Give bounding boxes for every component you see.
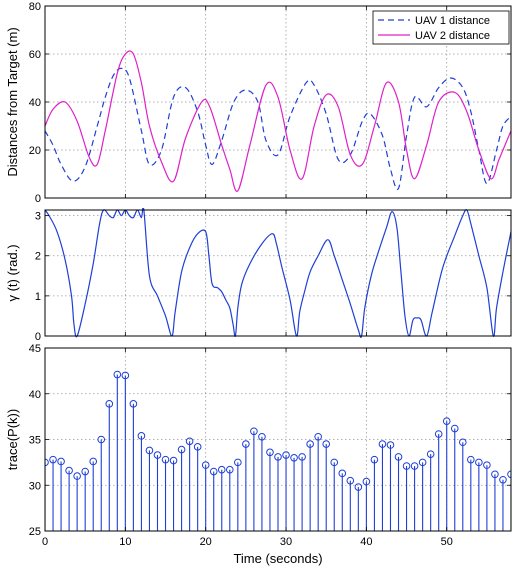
stem-marker bbox=[298, 453, 306, 461]
stem-marker bbox=[370, 455, 379, 464]
stem-marker bbox=[129, 400, 138, 408]
y-tick-label: 20 bbox=[29, 145, 41, 157]
stem-marker bbox=[338, 469, 347, 478]
series-group bbox=[45, 208, 511, 338]
x-tick-label: 20 bbox=[200, 536, 212, 548]
series-group bbox=[45, 50, 511, 192]
stem-marker bbox=[49, 455, 57, 464]
stem-marker bbox=[242, 440, 250, 448]
y-tick-label: 30 bbox=[29, 480, 41, 492]
stem-marker bbox=[362, 477, 371, 486]
stem-marker bbox=[394, 453, 403, 461]
stem-marker bbox=[410, 462, 419, 470]
stem-marker bbox=[57, 457, 65, 466]
stem-marker bbox=[314, 432, 322, 441]
stem-marker bbox=[250, 427, 258, 436]
y-tick-label: 0 bbox=[35, 193, 41, 205]
stem-marker bbox=[467, 455, 475, 464]
stem-marker bbox=[475, 458, 483, 467]
x-axis-label: Time (seconds) bbox=[233, 551, 322, 566]
y-tick-label: 2 bbox=[35, 251, 41, 263]
stem-marker bbox=[458, 438, 467, 447]
distance-panel: 0 20 40 60 80 Distances from Target (m) UAV 1 … bbox=[5, 1, 512, 205]
stem-marker bbox=[225, 465, 234, 474]
y-tick-label: 40 bbox=[29, 97, 41, 109]
y-tick-label: 3 bbox=[35, 211, 41, 223]
legend-box bbox=[372, 10, 510, 45]
stem-marker bbox=[177, 445, 186, 454]
stem-marker bbox=[354, 483, 363, 491]
gamma-panel: 0 1 2 3 γ (t) (rad.) bbox=[5, 208, 512, 343]
stem-marker bbox=[217, 465, 226, 474]
stem-marker bbox=[81, 467, 89, 476]
stem-marker bbox=[442, 417, 451, 426]
stem-marker bbox=[282, 451, 290, 459]
series-group bbox=[45, 370, 511, 531]
x-tick-label: 50 bbox=[441, 536, 453, 548]
legend-label-2: UAV 2 distance bbox=[415, 30, 490, 42]
stem-marker bbox=[105, 400, 114, 408]
y-tick-label: 80 bbox=[29, 1, 41, 13]
series-line-2 bbox=[45, 50, 511, 192]
stem-marker bbox=[234, 458, 242, 467]
x-tick-label: 40 bbox=[360, 536, 372, 548]
y-axis-label: Distances from Target (m) bbox=[5, 27, 20, 176]
y-tick-label: 35 bbox=[29, 435, 41, 447]
y-tick-label: 0 bbox=[35, 331, 41, 343]
y-axis-label: γ (t) (rad.) bbox=[5, 244, 20, 301]
stem-marker bbox=[145, 446, 154, 455]
stem-marker bbox=[418, 458, 427, 467]
stem-marker bbox=[378, 440, 387, 448]
stem-marker bbox=[169, 456, 178, 465]
stem-marker bbox=[507, 470, 511, 479]
stem-marker bbox=[73, 472, 81, 480]
stem-marker bbox=[97, 435, 106, 444]
stem-marker bbox=[193, 443, 202, 451]
stem-marker bbox=[274, 453, 282, 461]
axes-box bbox=[44, 209, 512, 337]
stem-marker bbox=[346, 476, 355, 485]
y-tick-label: 45 bbox=[29, 343, 41, 355]
stem-marker bbox=[161, 455, 170, 464]
stem-marker bbox=[330, 458, 339, 467]
series-line-1 bbox=[45, 67, 511, 191]
stem-marker bbox=[434, 430, 443, 438]
stem-marker bbox=[65, 466, 73, 475]
stem-marker bbox=[426, 450, 435, 458]
stem-marker bbox=[290, 454, 298, 462]
stem-marker bbox=[258, 432, 266, 441]
stem-marker bbox=[483, 461, 491, 469]
stem-marker bbox=[113, 370, 122, 379]
stem-marker bbox=[402, 462, 411, 470]
y-axis-label: trace(P(k)) bbox=[5, 409, 20, 470]
y-tick-label: 25 bbox=[29, 526, 41, 538]
x-tick-label: 10 bbox=[119, 536, 131, 548]
stem-marker bbox=[266, 448, 274, 457]
stem-marker bbox=[386, 441, 395, 449]
legend: UAV 1 distance UAV 2 distance bbox=[372, 10, 510, 45]
stem-marker bbox=[322, 440, 331, 448]
trace-panel: 25 30 35 40 45 0 10 20 30 40 50 trace(P(k)) bbox=[5, 343, 512, 548]
stem-marker bbox=[201, 461, 210, 469]
stem-marker bbox=[209, 467, 218, 476]
legend-label-1: UAV 1 distance bbox=[415, 15, 490, 27]
stem-marker bbox=[499, 475, 507, 484]
stem-marker bbox=[306, 440, 314, 448]
stem-marker bbox=[491, 470, 499, 479]
y-tick-label: 60 bbox=[29, 49, 41, 61]
y-tick-label: 40 bbox=[29, 389, 41, 401]
stem-marker bbox=[153, 451, 162, 459]
stem-marker bbox=[137, 432, 146, 440]
stem-marker bbox=[121, 371, 130, 380]
stem-marker bbox=[450, 424, 459, 433]
stem-marker bbox=[185, 437, 194, 446]
y-tick-label: 1 bbox=[35, 291, 41, 303]
stem-marker bbox=[89, 457, 98, 466]
series-line-1 bbox=[45, 208, 511, 338]
x-tick-label: 0 bbox=[42, 536, 48, 548]
x-tick-label: 30 bbox=[280, 536, 292, 548]
